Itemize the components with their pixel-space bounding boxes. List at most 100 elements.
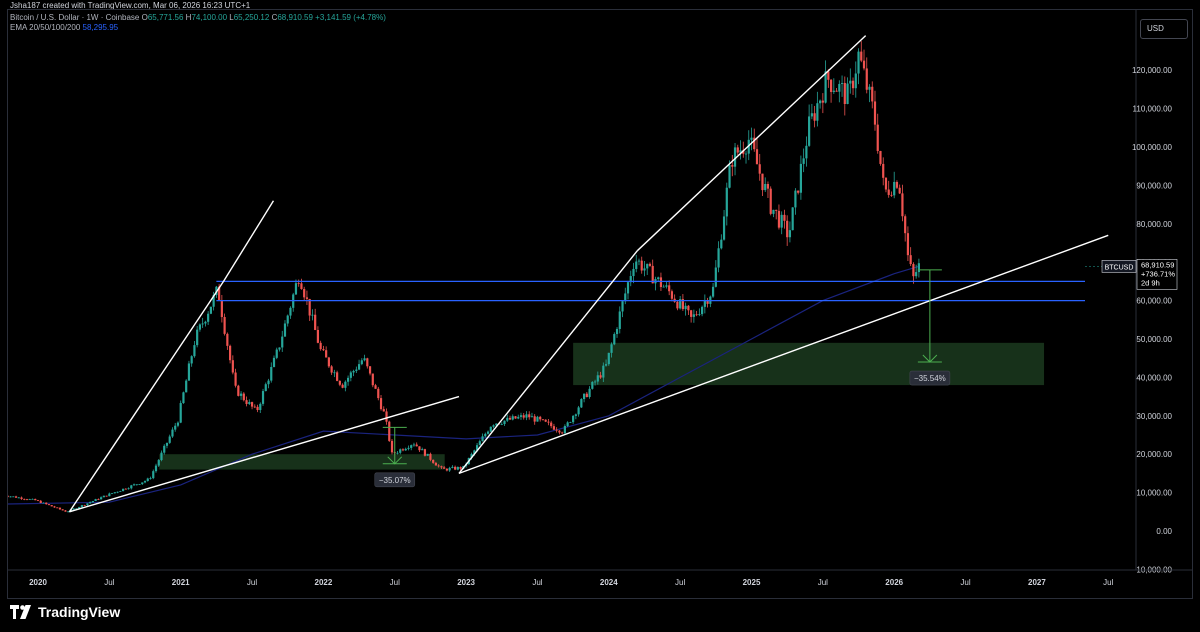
y-tick-label: 50,000.00 [1136,335,1172,344]
candle-body-15 [42,502,45,504]
candle-body-133 [366,358,369,367]
candle-body-125 [344,381,347,388]
candle-body-295 [810,113,813,117]
candle-body-152 [418,446,421,451]
candle-body-128 [352,370,355,373]
price-chart[interactable]: −35.07% −35.54% 120,000.00 110,000.00 100,0… [0,0,1200,600]
candle-body-184 [506,417,509,421]
tradingview-logo[interactable]: TradingView [10,604,120,620]
candle-body-320 [879,150,882,164]
candle-body-263 [722,216,726,240]
candle-body-212 [583,393,586,400]
candle-body-211 [580,399,583,408]
ohlc-change: +3,141.59 (+4.78%) [315,13,386,22]
candle-body-19 [53,506,56,508]
candle-body-277 [761,173,764,191]
candle-body-21 [58,507,62,510]
candle-body-107 [294,283,298,295]
candle-body-94 [259,403,262,411]
candle-body-99 [272,357,276,367]
candle-body-0 [1,495,3,496]
price-badge-layer: BTCUSD 68,910.59+736.71%2d 9h [1085,259,1178,290]
candle-body-35 [97,499,100,500]
candle-body-287 [788,230,792,238]
candle-body-241 [662,286,665,288]
currency-button[interactable]: USD [1140,19,1188,39]
trendline-1 [222,200,275,282]
x-tick-label: Jul [247,578,257,587]
candle-body-327 [898,187,901,194]
ema-legend[interactable]: EMA 20/50/100/200 58,295.95 [10,23,118,33]
measure-label-bg-0 [374,472,416,488]
candle-body-172 [473,450,476,454]
ema-value: 58,295.95 [82,23,119,32]
candle-body-114 [314,314,317,330]
candle-body-227 [624,293,627,302]
ohlc-low-label: L [229,13,234,22]
candle-body-174 [478,441,481,446]
candle-body-92 [253,406,256,408]
candle-body-64 [176,422,180,426]
candle-body-96 [264,384,267,392]
candle-body-303 [832,90,835,92]
candle-body-66 [182,392,185,404]
candle-body-76 [209,306,212,314]
candle-body-265 [728,165,731,188]
candle-body-53 [146,478,149,481]
candle-body-124 [341,384,344,388]
candle-body-298 [819,100,822,104]
candle-body-248 [681,299,684,310]
candle-body-239 [657,277,660,280]
candle-body-294 [808,116,811,146]
y-tick-label: 110,000.00 [1133,105,1173,114]
candle-body-253 [695,314,698,316]
candle-body-183 [503,420,506,425]
chart-frame[interactable] [7,9,1193,599]
candle-body-257 [706,300,709,304]
candle-body-30 [83,505,86,506]
candle-body-330 [906,233,910,256]
candle-body-333 [915,272,918,277]
candle-body-300 [824,71,827,103]
badge-countdown: 2d 9h [1141,278,1160,287]
candle-body-246 [676,301,679,309]
candle-body-27 [75,508,78,510]
candle-body-130 [357,364,361,370]
y-tick-label: 80,000.00 [1136,220,1172,229]
candle-body-217 [596,375,599,382]
candle-body-77 [212,295,215,307]
candle-body-283 [777,210,781,228]
price-axis: 120,000.00 110,000.00 100,000.00 90,000.00 8… [1132,10,1173,574]
candle-body-141 [388,421,391,441]
candle-body-1 [4,495,6,496]
candle-body-32 [89,502,92,504]
candle-body-201 [552,426,556,430]
candle-body-46 [127,488,130,490]
candle-body-251 [690,310,693,317]
candle-body-131 [360,360,363,365]
candle-body-302 [829,79,833,92]
symbol-legend[interactable]: Bitcoin / U.S. Dollar · 1W · Coinbase O6… [10,13,386,23]
candle-body-85 [234,372,237,386]
candle-body-110 [303,289,306,298]
measure-label-1: −35.54% [914,374,946,383]
candle-body-55 [152,471,155,479]
candle-body-329 [904,216,907,234]
candle-body-45 [124,488,127,490]
candle-body-221 [607,352,610,365]
candle-body-161 [443,467,446,469]
candle-body-145 [399,449,402,453]
y-tick-label: 90,000.00 [1136,181,1172,190]
candle-body-178 [489,426,492,432]
badge-price: 68,910.59 [1141,260,1174,269]
candle-body-108 [297,283,300,284]
candle-body-220 [604,364,608,366]
candle-body-299 [821,100,824,103]
candle-body-70 [193,345,196,357]
candle-body-219 [602,365,605,378]
candle-body-187 [514,416,517,419]
candle-body-262 [720,239,723,249]
x-tick-label: 2024 [600,578,618,587]
candle-body-118 [325,350,328,358]
candle-body-200 [550,422,553,427]
